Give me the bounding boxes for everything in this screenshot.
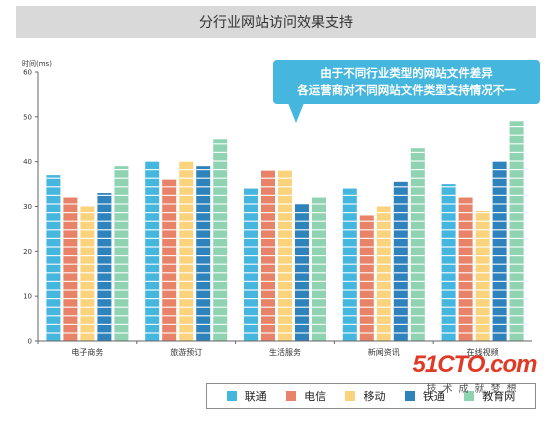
y-tick-label: 30 [23, 203, 32, 211]
x-tick-label: 在线视频 [467, 347, 499, 357]
bar [97, 193, 112, 341]
legend-item: 教育网 [464, 388, 515, 404]
legend-label: 铁通 [422, 390, 445, 403]
annotation-callout: 由于不同行业类型的网站文件差异 各运营商对不同网站文件类型支持情况不一 [273, 60, 540, 104]
bar [46, 175, 61, 341]
legend-swatch [404, 391, 415, 401]
y-axis-label: 时间(ms) [22, 59, 52, 68]
legend-label: 电信 [304, 390, 327, 403]
x-tick-label: 旅游预订 [170, 347, 202, 357]
bar [162, 179, 177, 341]
legend-swatch [226, 391, 237, 401]
bar [80, 206, 95, 341]
bar [213, 139, 228, 341]
legend-label: 教育网 [482, 390, 516, 403]
legend-label: 移动 [363, 390, 386, 403]
bar [359, 215, 374, 341]
legend-swatch [286, 391, 297, 401]
bar [441, 184, 456, 341]
bar [179, 161, 194, 341]
y-tick-label: 40 [23, 158, 32, 166]
x-tick-label: 新闻资讯 [368, 347, 400, 357]
legend-item: 联通 [226, 388, 267, 404]
bar [509, 121, 524, 341]
bar [410, 148, 425, 341]
y-tick-label: 20 [23, 248, 32, 256]
chart-legend: 联通 电信 移动 铁通 教育网 [206, 383, 536, 409]
bar [261, 170, 275, 341]
bar [295, 204, 309, 341]
bar [114, 166, 129, 341]
chart-title: 分行业网站访问效果支持 [16, 6, 536, 38]
legend-item: 铁通 [404, 388, 445, 404]
legend-swatch [464, 391, 475, 401]
bar [475, 210, 490, 341]
y-tick-label: 10 [23, 293, 32, 301]
bar [376, 206, 391, 341]
callout-line-2: 各运营商对不同网站文件类型支持情况不一 [297, 83, 516, 97]
bar [278, 170, 292, 341]
legend-label: 联通 [244, 390, 267, 403]
y-tick-label: 0 [28, 338, 32, 346]
bar [63, 197, 78, 341]
legend-item: 移动 [345, 388, 385, 404]
x-tick-label: 生活服务 [269, 347, 301, 357]
bar [196, 166, 211, 341]
bar [145, 161, 160, 341]
bar [244, 188, 258, 341]
legend-item: 电信 [286, 388, 326, 404]
bar [393, 181, 408, 341]
callout-line-1: 由于不同行业类型的网站文件差异 [320, 66, 493, 80]
legend-swatch [345, 391, 356, 401]
y-tick-label: 60 [23, 69, 32, 77]
x-tick-label: 电子商务 [71, 347, 103, 357]
y-tick-label: 50 [23, 113, 32, 121]
bar [492, 161, 507, 341]
callout-pointer [288, 103, 304, 123]
bar [342, 188, 357, 341]
bar [458, 197, 473, 341]
bar [312, 197, 326, 341]
